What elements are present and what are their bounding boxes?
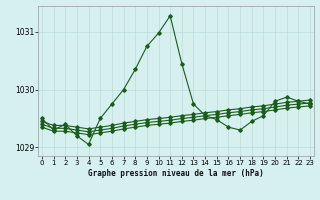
X-axis label: Graphe pression niveau de la mer (hPa): Graphe pression niveau de la mer (hPa) [88, 169, 264, 178]
